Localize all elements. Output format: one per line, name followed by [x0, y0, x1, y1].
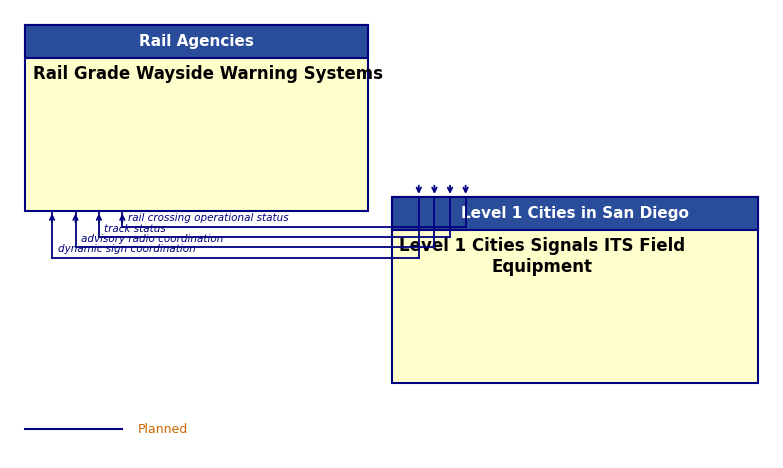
Text: Level 1 Cities in San Diego: Level 1 Cities in San Diego [461, 206, 689, 221]
Text: Level 1 Cities Signals ITS Field
Equipment: Level 1 Cities Signals ITS Field Equipme… [399, 237, 685, 276]
Bar [392, 197, 758, 383]
Text: rail crossing operational status: rail crossing operational status [128, 213, 288, 223]
Bar [25, 25, 368, 211]
Bar [25, 25, 368, 58]
Text: Planned: Planned [138, 423, 188, 436]
Text: advisory radio coordination: advisory radio coordination [81, 234, 223, 244]
Text: Rail Agencies: Rail Agencies [139, 34, 254, 49]
Bar [392, 197, 758, 230]
Text: track status: track status [104, 224, 166, 234]
Text: dynamic sign coordination: dynamic sign coordination [58, 244, 195, 254]
Text: Rail Grade Wayside Warning Systems: Rail Grade Wayside Warning Systems [33, 65, 383, 83]
